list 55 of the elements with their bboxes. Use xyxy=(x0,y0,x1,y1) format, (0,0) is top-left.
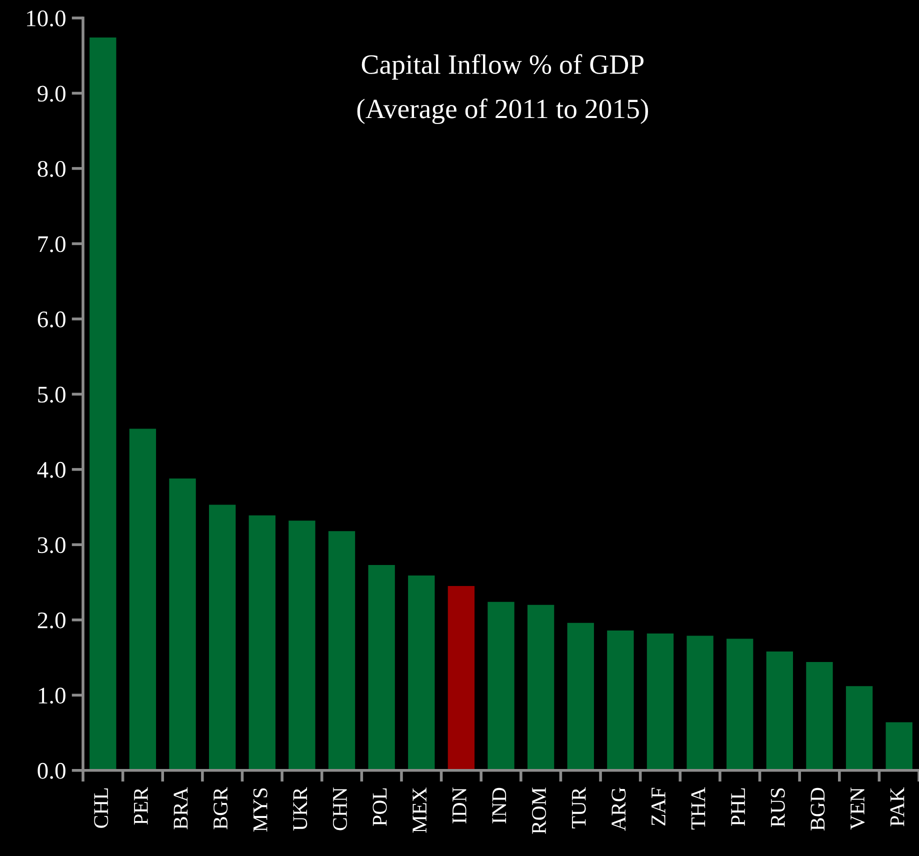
bar xyxy=(567,622,594,770)
bar xyxy=(686,636,714,770)
x-tick-label: PAK xyxy=(890,787,904,826)
bar xyxy=(208,504,236,770)
bar xyxy=(646,633,674,770)
x-tick-label: IDN xyxy=(452,788,466,824)
bar xyxy=(766,652,794,770)
x-tick-label: CHL xyxy=(94,788,108,828)
y-tick-label: 9.0 xyxy=(38,86,66,102)
bar xyxy=(726,638,754,770)
x-tick-label: BGD xyxy=(810,788,825,830)
bar xyxy=(328,531,356,770)
bar xyxy=(448,586,475,770)
x-tick-label: ARG xyxy=(612,788,626,831)
y-tick-label: 2.0 xyxy=(38,612,66,628)
x-tick-label: POL xyxy=(372,788,387,826)
bar xyxy=(607,630,634,770)
bar xyxy=(248,515,276,770)
y-tick-label: 7.0 xyxy=(38,236,66,252)
text: Capital Inflow % of GDP xyxy=(362,54,644,80)
x-tick-label: CHN xyxy=(332,788,347,830)
y-tick-label: 3.0 xyxy=(38,537,66,554)
x-tick-label: ZAF xyxy=(651,788,666,826)
x-tick-label: BGR xyxy=(214,787,228,830)
y-tick-label: 10.0 xyxy=(27,10,66,27)
x-tick-label: UKR xyxy=(293,787,308,831)
bar xyxy=(368,564,395,770)
x-tick-label: RUS xyxy=(770,788,785,827)
x-tick-label: BRA xyxy=(174,787,188,830)
y-tick-label: 1.0 xyxy=(38,688,66,704)
y-tick-label: 4.0 xyxy=(37,462,66,478)
x-tick-label: IND xyxy=(492,788,506,824)
x-tick-label: VEN xyxy=(850,788,865,830)
bar xyxy=(288,520,316,770)
bar xyxy=(90,38,116,770)
x-tick-label: PER xyxy=(134,787,148,825)
y-tick-label: 0.0 xyxy=(38,762,66,779)
y-tick-label: 5.0 xyxy=(38,386,66,403)
text: (Average of 2011 to 2015) xyxy=(357,98,648,124)
x-tick-label: MYS xyxy=(253,788,268,832)
bar xyxy=(408,576,435,770)
bar xyxy=(527,604,554,770)
y-tick-label: 6.0 xyxy=(38,311,66,328)
bar xyxy=(488,602,514,770)
x-tick-label: TUR xyxy=(572,787,586,828)
x-tick-label: PHL xyxy=(731,788,745,826)
y-tick-label: 8.0 xyxy=(38,160,66,177)
x-tick-label: MEX xyxy=(412,787,426,833)
bar xyxy=(129,428,156,770)
bar xyxy=(886,722,912,770)
x-tick-label: THA xyxy=(691,787,706,830)
bar xyxy=(806,662,833,770)
x-tick-label: ROM xyxy=(532,788,546,834)
bar xyxy=(169,478,196,770)
bar xyxy=(846,686,873,770)
